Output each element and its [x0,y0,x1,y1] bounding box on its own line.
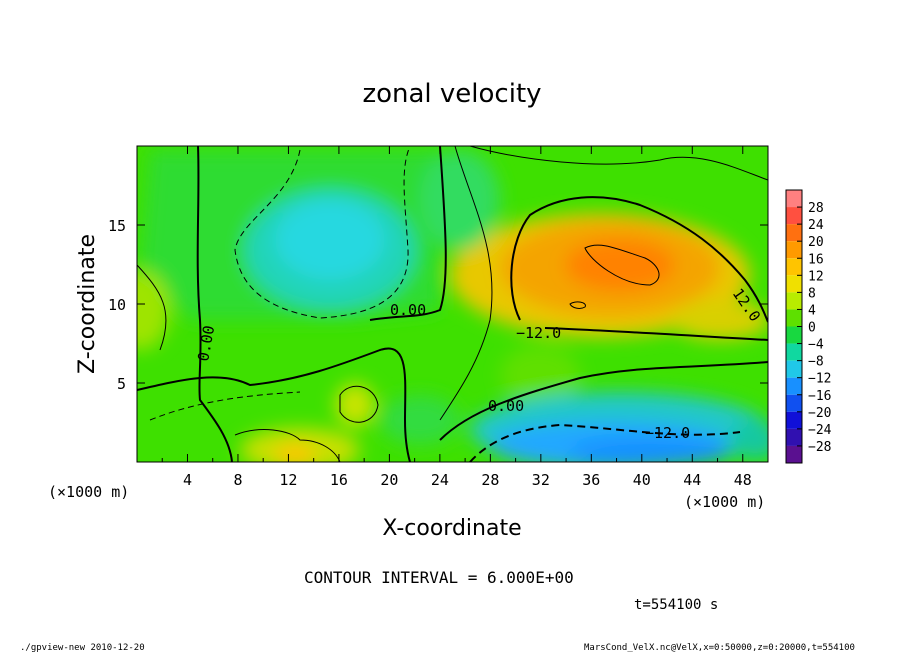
colorbar-label: −20 [808,406,831,421]
colorbar-swatch [786,377,802,395]
contour-label-6: −12.0 [645,424,690,442]
contour-lines [137,146,768,462]
contour-interval-text: CONTOUR INTERVAL = 6.000E+00 [304,568,574,587]
contour-twelve [510,196,768,323]
contour-eighteen-small [569,301,586,309]
colorbar-label: −16 [808,389,831,404]
contour-six-right [137,264,167,351]
y-tick-label: 15 [108,217,126,235]
x-tick-label: 40 [633,471,651,489]
colorbar-swatch [786,360,802,378]
contour-blob-b [234,429,341,462]
colorbar-swatch [786,292,802,310]
colorbar-label: −8 [808,355,824,370]
contour-zero-lower [439,361,768,441]
x-tick-label: 32 [532,471,550,489]
contour-six-mid [439,146,493,421]
colorbar-swatch [786,428,802,446]
colorbar-swatch [786,241,802,259]
colorbar-swatch [786,224,802,242]
colorbar-swatch [786,275,802,293]
colorbar-swatch [786,445,802,463]
x-tick-label: 8 [233,471,242,489]
contour-label-2: 0.00 [194,324,218,363]
contour-label-1: 0.00 [390,301,426,319]
colorbar-label: −28 [808,440,831,455]
footer-right-text: MarsCond_VelX.nc@VelX,x=0:50000,z=0:2000… [584,643,855,653]
colorbar-label: 16 [808,252,824,267]
contour-label-group: 0.00 0.00 −12.0 12.0 0.00 −12.0 [194,285,764,442]
contour-label-3: −12.0 [516,324,561,342]
footer-left-text: ./gpview-new 2010-12-20 [20,643,145,653]
x-axis-label: X-coordinate [382,516,521,541]
contour-neg-six-left [234,146,411,319]
x-tick-label: 44 [683,471,701,489]
contour-neg-six-bottom [149,391,301,421]
y-axis-label: Z-coordinate [75,234,100,374]
heatmap-field [137,146,768,462]
y-tick-label: 5 [117,375,126,393]
colorbar-label: −4 [808,338,824,353]
contour-eighteen [584,244,660,286]
contour-twelve-base [544,327,768,341]
time-text: t=554100 s [634,597,718,613]
colorbar-label: −12 [808,372,831,387]
colorbar-swatch [786,394,802,412]
x-tick-label: 28 [481,471,499,489]
colorbar-swatch [786,190,802,208]
y-tick-label: 10 [108,296,126,314]
x-unit-right: (×1000 m) [684,493,765,511]
contour-six-top [469,146,768,181]
contour-blob-a [339,385,379,423]
x-tick-label: 20 [380,471,398,489]
x-tick-label: 48 [734,471,752,489]
colorbar-label: 20 [808,235,824,250]
x-tick-label: 4 [183,471,192,489]
x-axis-ticks: 4 8 12 16 20 24 28 32 36 40 44 48 [161,146,752,489]
contour-neg-twelve [469,423,741,462]
x-tick-label: 36 [582,471,600,489]
colorbar-swatch [786,411,802,429]
colorbar-label: 24 [808,218,824,233]
colorbar-swatch [786,258,802,276]
colorbar-swatch [786,309,802,327]
contour-label-5: 0.00 [488,397,524,415]
y-axis-ticks: 5 10 15 [108,217,768,393]
colorbar-label: 0 [808,321,816,336]
colorbar-label: 8 [808,286,816,301]
x-tick-label: 16 [330,471,348,489]
colorbar-label: −24 [808,423,832,438]
colorbar-label: 28 [808,201,824,216]
x-unit-left: (×1000 m) [48,483,129,501]
chart-title: zonal velocity [362,79,541,109]
colorbar-label: 12 [808,269,824,284]
x-tick-label: 12 [279,471,297,489]
contour-zero-right [369,146,447,321]
colorbar: 28 24 20 16 12 8 4 0 −4 −8 −12 −16 −20 −24 −28 [785,189,832,464]
x-tick-label: 24 [431,471,449,489]
contour-zero-upper [196,146,233,462]
colorbar-swatch [786,207,802,225]
colorbar-label: 4 [808,303,816,318]
colorbar-swatch [786,343,802,361]
contour-zero-mid [137,347,411,462]
colorbar-swatch [786,326,802,344]
